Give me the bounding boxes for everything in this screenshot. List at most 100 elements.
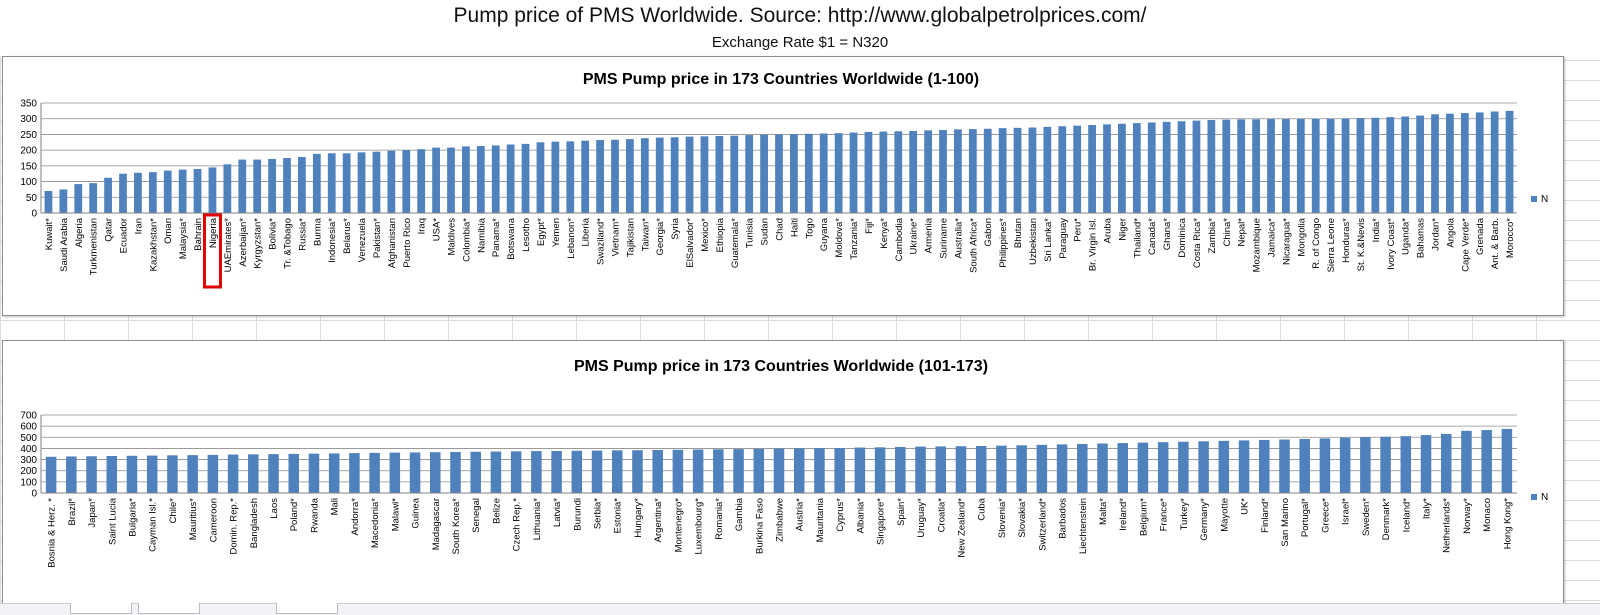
bar[interactable] [566,141,575,213]
bar[interactable] [44,191,53,213]
bar[interactable] [849,132,858,213]
bar[interactable] [879,131,888,213]
bar[interactable] [1252,119,1260,213]
bar[interactable] [915,446,926,493]
bar[interactable] [45,456,57,493]
bar[interactable] [939,130,947,213]
bar[interactable] [89,183,98,213]
bar[interactable] [223,164,232,213]
bar[interactable] [1420,435,1432,493]
bar[interactable] [968,129,977,213]
bar[interactable] [790,134,798,213]
bar[interactable] [1259,439,1270,493]
bar[interactable] [1137,442,1149,493]
bar[interactable] [126,455,138,493]
bar[interactable] [521,143,530,213]
bar[interactable] [187,455,198,493]
bar[interactable] [342,153,351,213]
bar[interactable] [1118,123,1126,213]
sheet-tab[interactable] [70,603,132,614]
bar[interactable] [1326,118,1335,213]
bar[interactable] [1416,115,1424,213]
bar[interactable] [692,449,704,493]
bar[interactable] [632,450,643,493]
bar[interactable] [59,189,68,213]
bar[interactable] [288,453,299,493]
bar[interactable] [819,133,828,213]
bar[interactable] [715,136,724,213]
bar[interactable] [581,140,590,213]
bar[interactable] [369,452,380,493]
bar[interactable] [1360,437,1371,493]
bar[interactable] [462,146,470,213]
bar[interactable] [119,173,127,213]
bar[interactable] [207,454,219,493]
bar[interactable] [450,451,461,493]
bar[interactable] [874,447,886,493]
bar[interactable] [730,135,739,213]
bar[interactable] [1177,121,1186,213]
bar[interactable] [672,449,684,493]
bar[interactable] [1192,120,1201,213]
bar[interactable] [1238,440,1250,493]
bar[interactable] [389,452,401,493]
bar[interactable] [146,455,158,493]
bar[interactable] [1097,443,1108,493]
bar[interactable] [372,151,381,213]
bar[interactable] [983,128,992,213]
bar[interactable] [760,134,768,213]
bar[interactable] [894,131,903,213]
bar[interactable] [733,449,744,493]
chart-2[interactable]: PMS Pump price in 173 Countries Worldwid… [2,340,1564,604]
bar[interactable] [1157,442,1169,493]
bar[interactable] [793,448,805,493]
bar[interactable] [238,159,247,213]
sheet-tab[interactable] [138,603,200,614]
bar[interactable] [996,445,1007,493]
bar[interactable] [430,452,441,493]
bar[interactable] [1341,118,1350,213]
bar[interactable] [357,152,366,213]
bar[interactable] [1178,441,1189,493]
bar[interactable] [652,449,663,493]
bar[interactable] [670,137,679,213]
bar[interactable] [1299,438,1310,493]
bar[interactable] [86,456,97,493]
bar[interactable] [1058,126,1067,213]
bar[interactable] [895,446,906,493]
bar[interactable] [1475,112,1484,213]
bar[interactable] [148,172,157,213]
bar[interactable] [66,456,77,493]
bar[interactable] [1460,113,1469,213]
bar[interactable] [491,145,500,213]
bar[interactable] [1056,444,1068,493]
bar[interactable] [834,133,843,213]
bar[interactable] [308,453,320,493]
bar[interactable] [283,158,291,213]
bar[interactable] [506,144,515,213]
bar[interactable] [775,134,783,213]
bar[interactable] [298,157,306,213]
bar[interactable] [327,153,336,213]
bar[interactable] [700,136,709,213]
bar[interactable] [1339,437,1351,493]
bar[interactable] [626,139,634,213]
bar[interactable] [1446,113,1454,213]
bar[interactable] [1103,124,1111,213]
chart-1[interactable]: PMS Pump price in 173 Countries Worldwid… [2,56,1564,316]
bar[interactable] [402,150,411,213]
bar[interactable] [611,139,619,213]
bar[interactable] [1237,119,1246,213]
bar[interactable] [106,456,118,493]
bar[interactable] [167,455,178,493]
bar[interactable] [1222,119,1231,213]
bar[interactable] [1218,440,1230,493]
bar[interactable] [998,128,1007,213]
bar[interactable] [1207,119,1216,213]
bar[interactable] [1481,430,1492,493]
bar[interactable] [1117,443,1128,493]
bar[interactable] [1311,118,1320,213]
bar[interactable] [312,153,321,213]
bar[interactable] [74,184,83,213]
bar[interactable] [1296,118,1305,213]
